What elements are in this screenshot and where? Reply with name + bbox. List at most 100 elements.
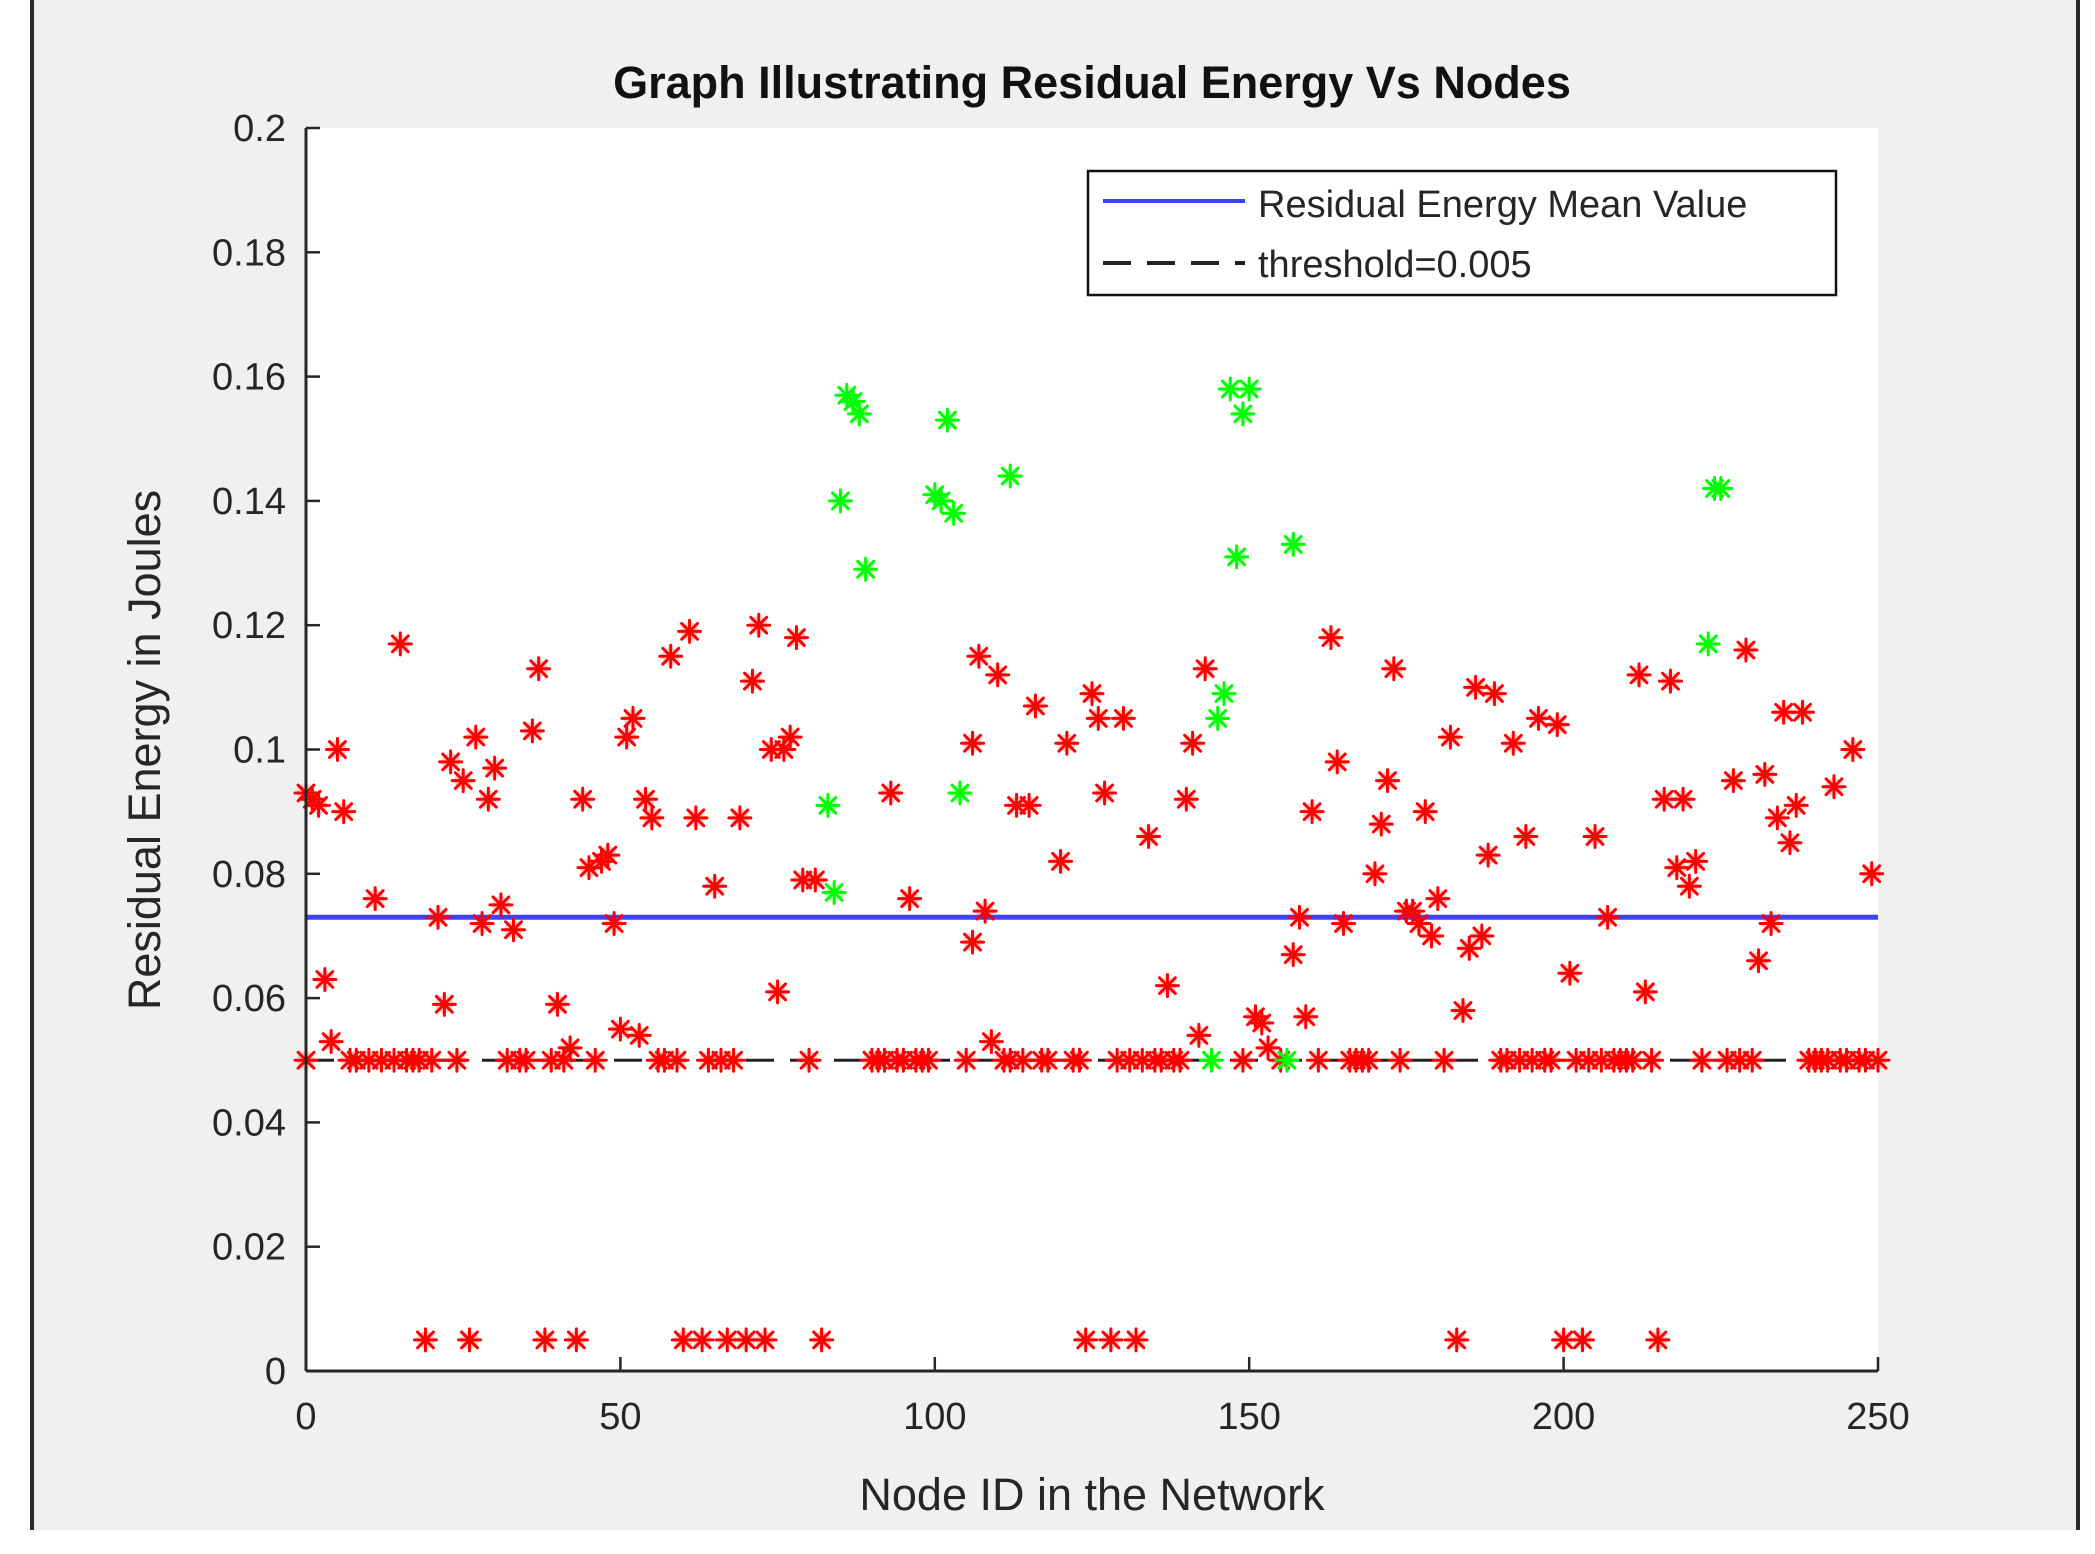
red-data-point: [469, 911, 495, 937]
green-data-point: [947, 780, 973, 806]
y-tick-label: 0.16: [212, 357, 286, 399]
x-tick-label: 50: [599, 1396, 641, 1438]
red-data-point: [1154, 973, 1180, 999]
red-data-point: [1513, 824, 1539, 850]
green-data-point: [1236, 376, 1262, 402]
y-ticks: 0 0.02 0.04 0.06 0.08 0.1 0.12 0.14 0.16 0.18 0.2: [212, 108, 320, 1393]
green-data-point: [934, 407, 960, 433]
red-data-point: [626, 1022, 652, 1048]
red-data-point: [438, 749, 464, 775]
red-data-point: [727, 805, 753, 831]
green-data-point: [1211, 681, 1237, 707]
green-data-point: [827, 488, 853, 514]
green-data-point: [1708, 475, 1734, 501]
red-data-point: [519, 718, 545, 744]
green-data-point: [1217, 376, 1243, 402]
red-data-point: [1299, 799, 1325, 825]
red-data-point: [450, 768, 476, 794]
red-data-point: [1475, 842, 1501, 868]
red-data-point: [1500, 730, 1526, 756]
red-data-point: [658, 643, 684, 669]
red-data-point: [306, 792, 332, 818]
red-data-point: [1318, 625, 1344, 651]
y-tick-label: 0.04: [212, 1102, 286, 1144]
red-data-point: [545, 991, 571, 1017]
red-data-point: [1551, 1327, 1577, 1353]
red-data-point: [702, 873, 728, 899]
x-tick-label: 200: [1532, 1396, 1595, 1438]
red-data-point: [456, 1327, 482, 1353]
red-data-point: [1764, 805, 1790, 831]
green-data-point: [840, 388, 866, 414]
y-tick-label: 0.08: [212, 854, 286, 896]
red-data-point: [331, 799, 357, 825]
red-data-point: [1381, 656, 1407, 682]
red-data-point: [1620, 1047, 1646, 1073]
red-data-point: [1651, 786, 1677, 812]
red-data-point: [1746, 948, 1772, 974]
red-data-point: [953, 1047, 979, 1073]
red-data-point: [1016, 792, 1042, 818]
red-data-point: [312, 966, 338, 992]
red-data-point: [482, 755, 508, 781]
red-data-point: [1733, 637, 1759, 663]
red-data-point: [1689, 1047, 1715, 1073]
red-data-point: [1173, 786, 1199, 812]
red-data-point: [563, 1327, 589, 1353]
red-data-point: [1569, 1327, 1595, 1353]
red-data-point: [746, 612, 772, 638]
red-data-point: [777, 724, 803, 750]
red-data-point: [1657, 668, 1683, 694]
green-series: [815, 376, 1734, 1073]
red-data-point: [1664, 855, 1690, 881]
red-data-point: [1444, 1327, 1470, 1353]
legend: Residual Energy Mean Value threshold=0.0…: [1086, 169, 1838, 297]
red-data-point: [1852, 1047, 1878, 1073]
red-data-point: [677, 618, 703, 644]
red-data-point: [1582, 824, 1608, 850]
red-data-point: [412, 1327, 438, 1353]
red-data-point: [1249, 1010, 1275, 1036]
red-data-point: [1136, 824, 1162, 850]
red-data-point: [1821, 774, 1847, 800]
red-data-point: [1375, 768, 1401, 794]
red-data-point: [960, 730, 986, 756]
red-data-point: [1865, 1047, 1891, 1073]
red-data-point: [1588, 1047, 1614, 1073]
green-data-point: [821, 879, 847, 905]
red-data-point: [620, 705, 646, 731]
x-axis-label: Node ID in the Network: [859, 1469, 1325, 1520]
red-data-point: [1110, 705, 1136, 731]
red-data-point: [475, 786, 501, 812]
red-data-point: [1783, 792, 1809, 818]
red-data-point: [1368, 811, 1394, 837]
green-data-point: [1280, 531, 1306, 557]
red-data-point: [425, 904, 451, 930]
red-data-point: [1387, 1047, 1413, 1073]
red-data-point: [1557, 960, 1583, 986]
red-data-point: [1073, 1327, 1099, 1353]
red-data-point: [582, 1047, 608, 1073]
red-data-point: [972, 898, 998, 924]
figure-right-border: [2076, 0, 2080, 1530]
legend-label-threshold: threshold=0.005: [1258, 244, 1532, 286]
red-data-point: [1180, 730, 1206, 756]
red-data-point: [689, 1327, 715, 1353]
x-tick-label: 0: [295, 1396, 316, 1438]
red-data-point: [1469, 923, 1495, 949]
red-data-point: [1758, 911, 1784, 937]
red-data-point: [1293, 1004, 1319, 1030]
y-tick-label: 0.12: [212, 605, 286, 647]
y-tick-label: 0: [265, 1351, 286, 1393]
red-data-point: [1790, 699, 1816, 725]
red-data-point: [1450, 998, 1476, 1024]
red-data-point: [431, 991, 457, 1017]
red-data-point: [985, 662, 1011, 688]
red-data-point: [1431, 1047, 1457, 1073]
red-data-point: [1670, 786, 1696, 812]
green-data-point: [846, 401, 872, 427]
red-data-point: [1356, 1047, 1382, 1073]
green-data-point: [1205, 705, 1231, 731]
x-tick-label: 250: [1846, 1396, 1909, 1438]
